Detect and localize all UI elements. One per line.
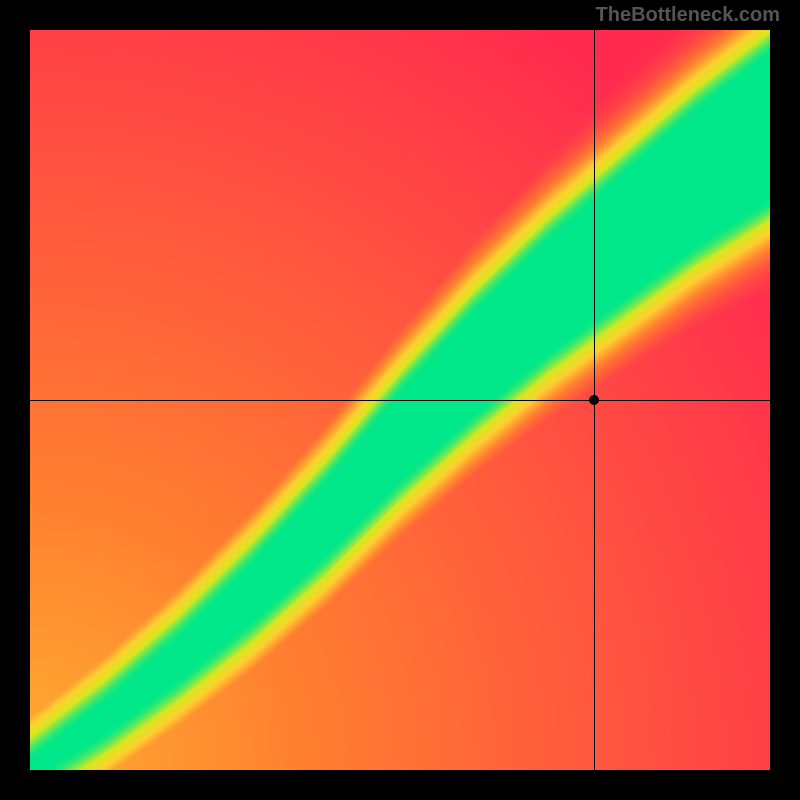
watermark-text: TheBottleneck.com [596, 4, 780, 27]
bottleneck-point-marker [589, 395, 599, 405]
heatmap-plot [30, 30, 770, 770]
crosshair-horizontal [30, 400, 770, 401]
